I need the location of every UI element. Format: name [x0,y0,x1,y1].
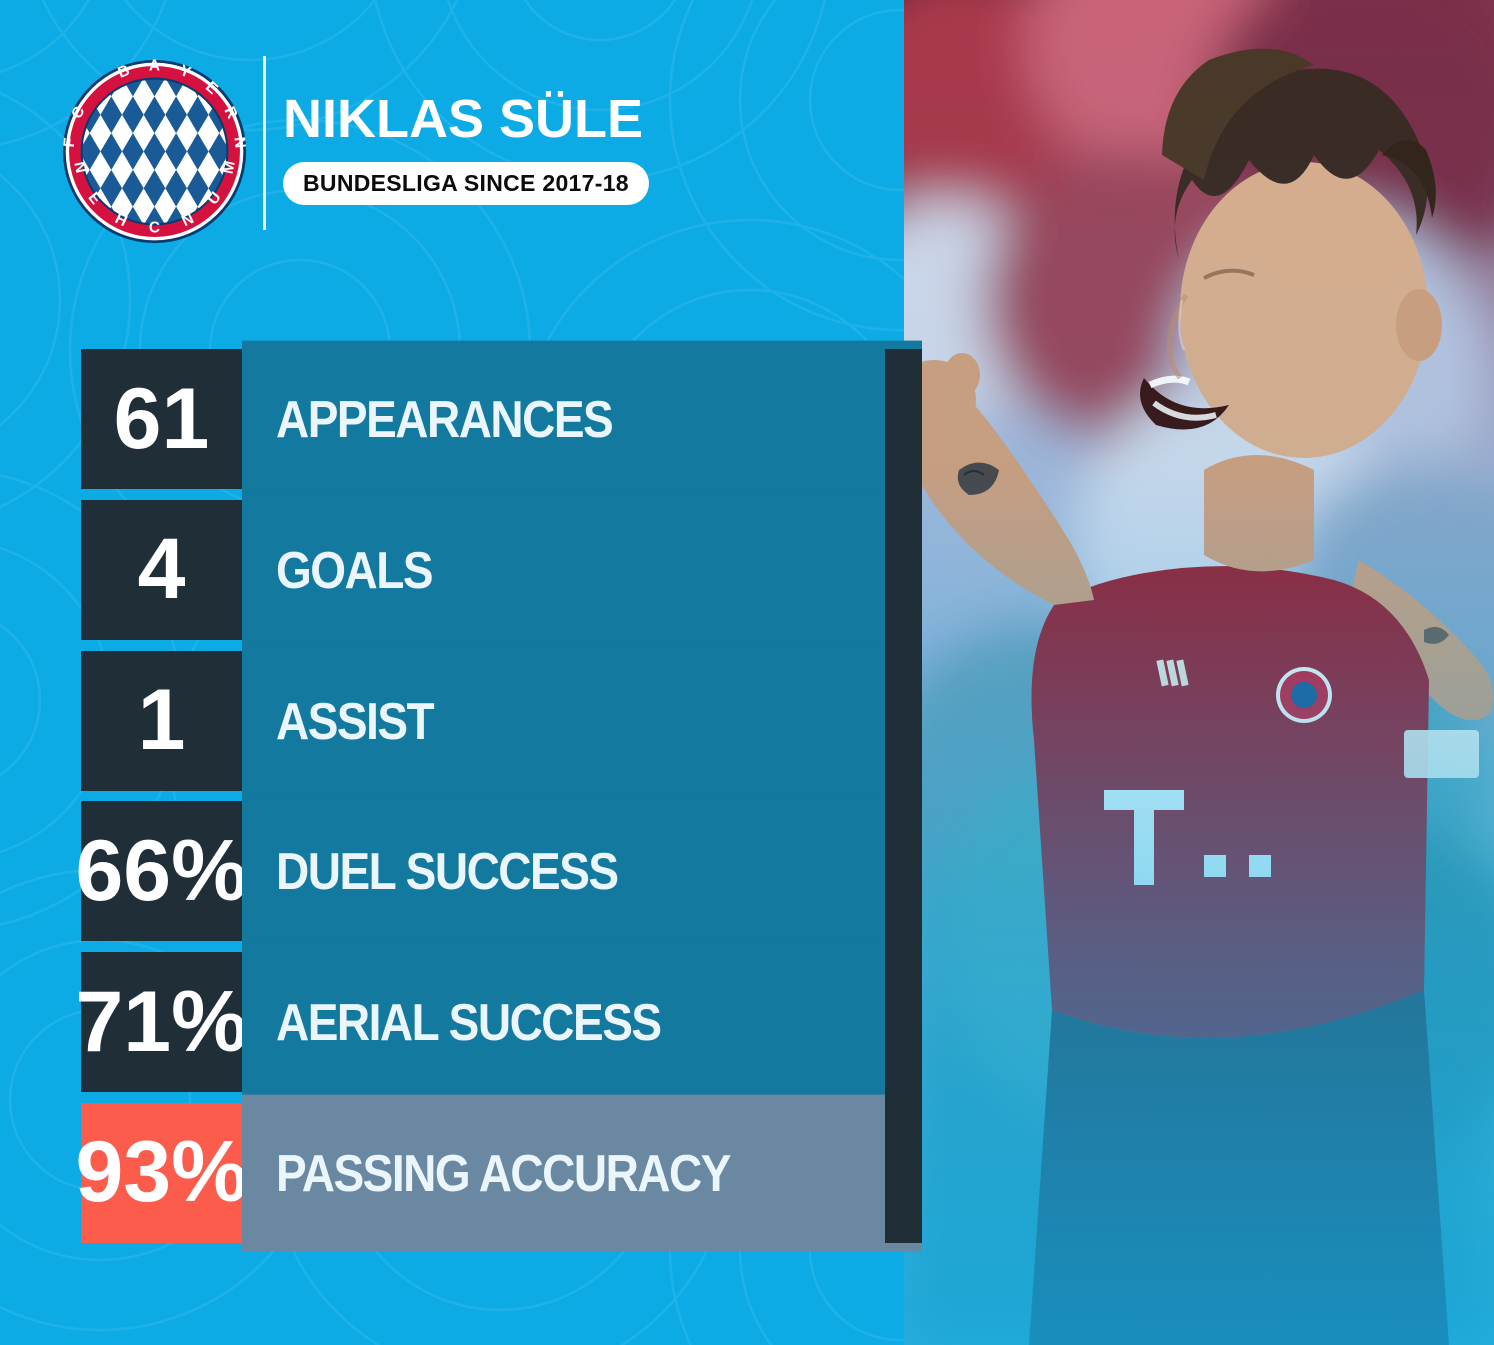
svg-text:F: F [61,137,79,148]
svg-text:C: C [149,219,160,236]
svg-text:A: A [149,58,160,75]
svg-text:N: N [230,136,248,149]
